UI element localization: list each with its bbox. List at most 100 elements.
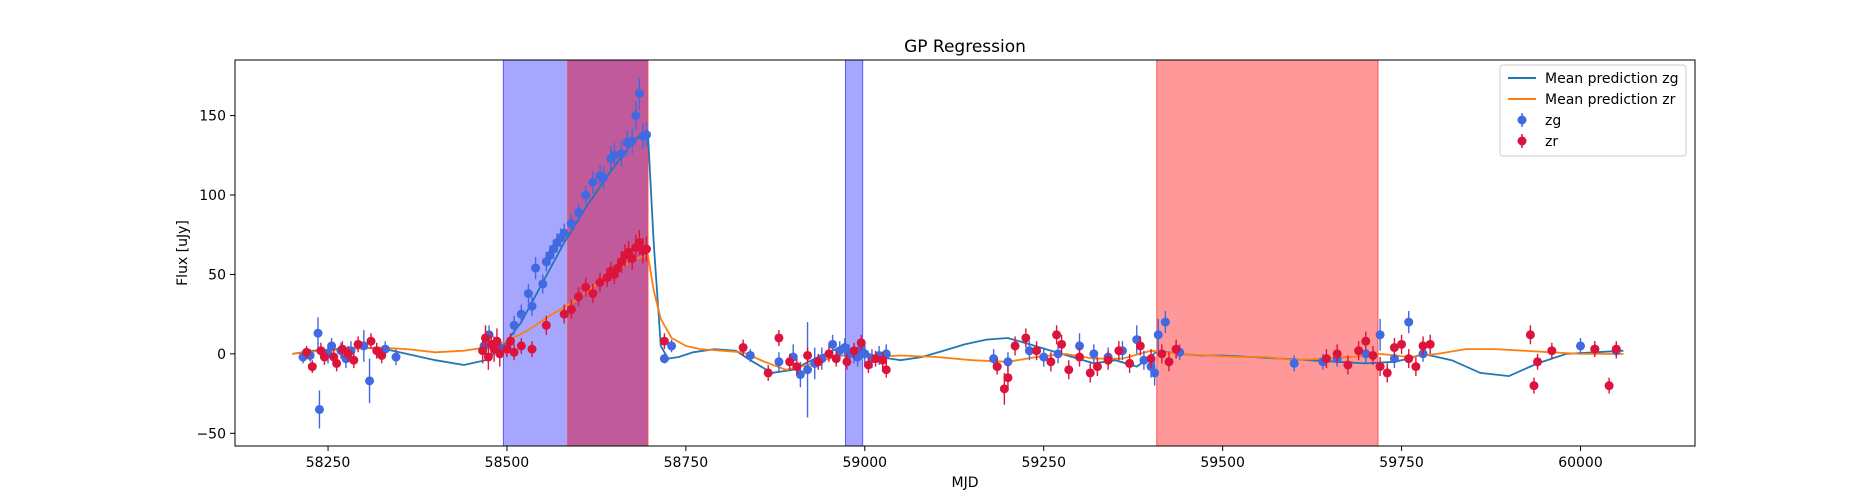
point-zr <box>377 350 387 360</box>
point-zr <box>1164 357 1174 367</box>
point-zr <box>824 349 834 359</box>
plot-frame <box>234 59 1696 447</box>
legend-marker-zr <box>1517 136 1527 146</box>
point-zg <box>559 228 569 238</box>
point-zg <box>1024 346 1034 356</box>
point-zr <box>878 355 888 365</box>
point-zr <box>763 368 773 378</box>
point-zr <box>1529 381 1539 391</box>
point-zg <box>1375 330 1385 340</box>
point-zg <box>313 328 323 338</box>
y-tick-label: −50 <box>196 426 226 442</box>
x-tick-label: 58750 <box>664 455 709 471</box>
point-zr <box>1425 339 1435 349</box>
x-tick-label: 58500 <box>485 455 530 471</box>
point-zr <box>1404 354 1414 364</box>
point-zg <box>667 341 677 351</box>
point-zr <box>1010 341 1020 351</box>
point-zr <box>1085 368 1095 378</box>
legend-label-zg-line: Mean prediction zg <box>1545 71 1679 87</box>
point-zr <box>1343 360 1353 370</box>
point-zg <box>1404 317 1414 327</box>
point-zr <box>366 336 376 346</box>
legend-label-zg-points: zg <box>1545 113 1561 129</box>
point-zr <box>319 352 329 362</box>
point-zr <box>774 333 784 343</box>
point-zg <box>1139 355 1149 365</box>
point-zr <box>1590 344 1600 354</box>
span-red-3 <box>1156 60 1379 446</box>
point-zg <box>774 357 784 367</box>
point-zr <box>1052 330 1062 340</box>
point-zr <box>627 254 637 264</box>
point-zr <box>1397 339 1407 349</box>
point-zg <box>1389 354 1399 364</box>
point-zr <box>856 338 866 348</box>
point-zg <box>1150 368 1160 378</box>
point-zg <box>616 149 626 159</box>
point-zr <box>1375 362 1385 372</box>
point-zg <box>314 404 324 414</box>
legend-label-zr-points: zr <box>1545 134 1558 150</box>
point-zr <box>1157 349 1167 359</box>
point-zr <box>527 344 537 354</box>
point-zr <box>1418 341 1428 351</box>
point-zr <box>792 362 802 372</box>
point-zr <box>1146 354 1156 364</box>
point-zr <box>1361 336 1371 346</box>
point-zg <box>1575 341 1585 351</box>
point-zr <box>738 343 748 353</box>
point-zg <box>631 111 641 121</box>
point-zr <box>1611 344 1621 354</box>
point-zr <box>574 292 584 302</box>
point-zr <box>588 289 598 299</box>
point-zr <box>1332 349 1342 359</box>
x-tick-label: 59750 <box>1379 455 1424 471</box>
point-zr <box>1525 330 1535 340</box>
x-axis-label: MJD <box>952 475 979 491</box>
x-tick-label: 58250 <box>306 455 351 471</box>
point-zg <box>634 88 644 98</box>
point-zr <box>842 357 852 367</box>
point-zr <box>1103 355 1113 365</box>
point-zg <box>989 354 999 364</box>
point-zr <box>480 333 490 343</box>
point-zg <box>1160 317 1170 327</box>
y-axis-label: Flux [uJy] <box>175 220 191 286</box>
point-zg <box>574 207 584 217</box>
point-zg <box>391 352 401 362</box>
point-zg <box>538 279 548 289</box>
legend-label-zr-line: Mean prediction zr <box>1545 92 1676 108</box>
point-zg <box>1361 349 1371 359</box>
point-zr <box>559 309 569 319</box>
point-zr <box>353 339 363 349</box>
shaded-spans <box>502 60 1379 446</box>
point-zr <box>1411 362 1421 372</box>
point-zr <box>566 304 576 314</box>
chart-title: GP Regression <box>904 37 1026 57</box>
y-tick-label: 50 <box>208 267 226 283</box>
point-zg <box>1053 349 1063 359</box>
point-zg <box>1003 357 1013 367</box>
point-zr <box>813 357 823 367</box>
point-zg <box>795 370 805 380</box>
point-zg <box>523 289 533 299</box>
point-zr <box>1003 373 1013 383</box>
point-zg <box>840 343 850 353</box>
x-tick-label: 59000 <box>843 455 888 471</box>
point-zr <box>1135 341 1145 351</box>
legend-marker-zg <box>1517 115 1527 125</box>
point-zg <box>588 177 598 187</box>
point-zr <box>642 244 652 254</box>
point-zr <box>863 360 873 370</box>
point-zr <box>992 362 1002 372</box>
y-tick-label: 150 <box>199 109 226 125</box>
point-zr <box>1075 352 1085 362</box>
point-zr <box>1321 354 1331 364</box>
x-tick-label: 59500 <box>1200 455 1245 471</box>
point-zr <box>1046 357 1056 367</box>
point-zr <box>1368 350 1378 360</box>
point-zr <box>1064 365 1074 375</box>
point-zg <box>642 130 652 140</box>
